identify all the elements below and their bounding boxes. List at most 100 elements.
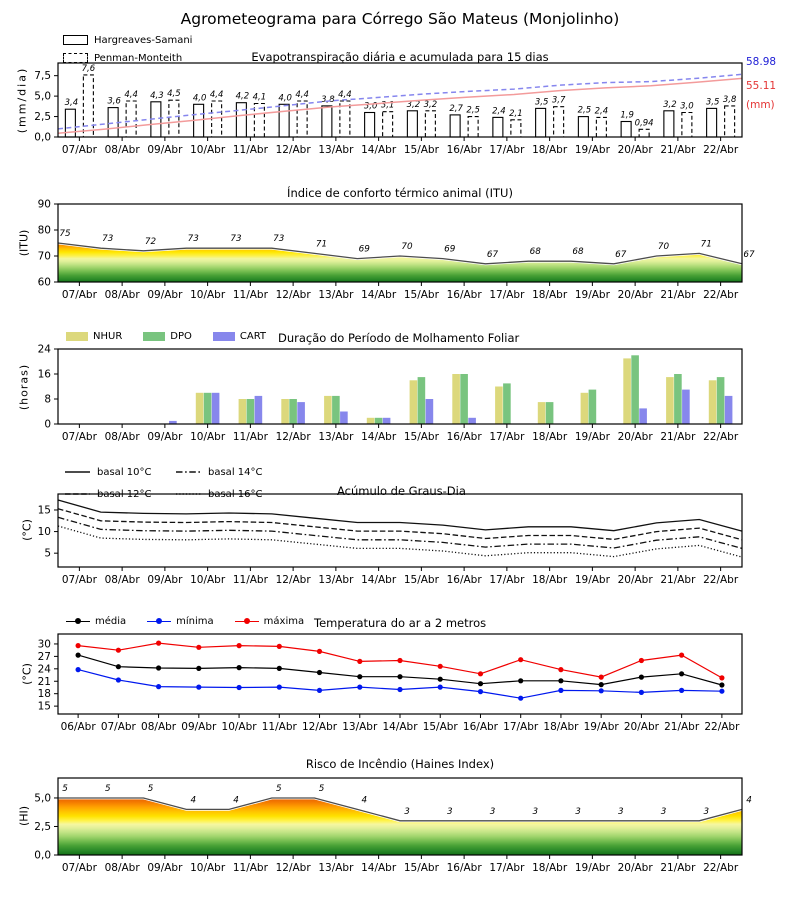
svg-text:3,0: 3,0 — [680, 101, 694, 111]
svg-text:11/Abr: 11/Abr — [233, 289, 269, 301]
accumulated-line — [57, 73, 743, 130]
svg-text:69: 69 — [359, 245, 371, 255]
svg-text:5: 5 — [276, 784, 282, 794]
svg-text:30: 30 — [38, 638, 51, 650]
svg-text:71: 71 — [701, 239, 712, 249]
svg-text:5: 5 — [319, 784, 325, 794]
evapotranspiration-chart: 3,4 3,64,3 4,0 4,2 4,0 3,83,0 3,2 2,7 2,43,52,5 1… — [34, 62, 743, 156]
svg-text:11/Abr: 11/Abr — [233, 862, 269, 874]
page-title: Agrometeograma para Córrego São Mateus (… — [180, 10, 620, 28]
legend-temperatura: média mínima máxima — [66, 616, 325, 627]
svg-text:4,4: 4,4 — [338, 90, 352, 100]
svg-text:3,8: 3,8 — [321, 95, 335, 105]
svg-text:11/Abr: 11/Abr — [262, 721, 298, 733]
legend-item-media: média — [66, 616, 126, 627]
nhur-swatch-icon — [66, 332, 88, 341]
svg-text:2,5: 2,5 — [34, 111, 51, 123]
svg-text:3: 3 — [532, 807, 538, 817]
svg-text:4,0: 4,0 — [193, 93, 207, 103]
legend-item-nhur: NHUR — [66, 331, 122, 342]
svg-text:5: 5 — [105, 784, 111, 794]
legend-label-cart: CART — [239, 331, 267, 342]
svg-text:19/Abr: 19/Abr — [575, 574, 611, 586]
svg-text:21/Abr: 21/Abr — [660, 144, 696, 156]
svg-text:08/Abr: 08/Abr — [105, 862, 141, 874]
svg-text:75: 75 — [59, 229, 71, 239]
svg-text:20/Abr: 20/Abr — [618, 144, 654, 156]
legend-label-media: média — [95, 616, 127, 627]
itu-chart: 75 73 72 73 73 73 71 69 70 69 67 68 68 67 70 71 67 60 70 80… — [38, 199, 755, 302]
svg-text:21/Abr: 21/Abr — [660, 574, 696, 586]
svg-text:08/Abr: 08/Abr — [105, 144, 141, 156]
svg-text:70: 70 — [401, 242, 413, 252]
svg-text:06/Abr: 06/Abr — [61, 721, 97, 733]
haines-axes: 0,0 2,5 5,0 07/Abr 08/Abr 09/Abr 10/Abr 11/Abr 1… — [34, 777, 743, 874]
svg-text:5: 5 — [44, 548, 51, 560]
itu-value-labels: 75 73 72 73 73 73 71 69 70 69 67 68 68 67 70 71 67 — [59, 229, 755, 260]
legend-label-hargreaves: Hargreaves-Samani — [94, 34, 193, 46]
svg-text:12/Abr: 12/Abr — [302, 721, 338, 733]
y-axis-label-graus-dia: (°C) — [20, 519, 34, 541]
panel-title-evapotranspiration: Evapotranspiração diária e acumulada par… — [251, 50, 549, 64]
svg-text:3: 3 — [661, 807, 667, 817]
svg-text:5,0: 5,0 — [34, 91, 51, 103]
legend-label-maxima: máxima — [263, 616, 305, 627]
svg-text:80: 80 — [38, 225, 51, 237]
svg-text:3,7: 3,7 — [552, 96, 566, 106]
svg-text:15: 15 — [38, 701, 51, 713]
svg-text:5,0: 5,0 — [34, 792, 51, 804]
y-axis-label-temperatura: (°C) — [20, 663, 34, 685]
svg-text:4,5: 4,5 — [167, 89, 181, 99]
svg-text:15/Abr: 15/Abr — [404, 431, 440, 443]
svg-text:13/Abr: 13/Abr — [342, 721, 378, 733]
legend-label-basal14: basal 14°C — [208, 466, 263, 478]
svg-text:4: 4 — [746, 795, 752, 805]
svg-text:68: 68 — [572, 247, 584, 257]
legend-item-maxima: máxima — [234, 616, 305, 627]
svg-text:14/Abr: 14/Abr — [361, 862, 397, 874]
svg-text:21/Abr: 21/Abr — [660, 862, 696, 874]
svg-text:18/Abr: 18/Abr — [543, 721, 579, 733]
svg-text:15/Abr: 15/Abr — [404, 289, 440, 301]
svg-text:18/Abr: 18/Abr — [532, 574, 568, 586]
svg-text:73: 73 — [188, 234, 200, 244]
svg-text:15/Abr: 15/Abr — [404, 144, 440, 156]
svg-text:16/Abr: 16/Abr — [447, 574, 483, 586]
svg-text:08/Abr: 08/Abr — [141, 721, 177, 733]
svg-text:1,9: 1,9 — [620, 110, 634, 120]
svg-text:4,3: 4,3 — [150, 91, 164, 101]
svg-text:20/Abr: 20/Abr — [618, 574, 654, 586]
y-axis-label-haines: (HI) — [17, 805, 31, 827]
legend-item-minima: mínima — [147, 616, 214, 627]
svg-text:12/Abr: 12/Abr — [276, 862, 312, 874]
svg-text:0: 0 — [44, 419, 51, 431]
svg-text:11/Abr: 11/Abr — [233, 144, 269, 156]
svg-text:15/Abr: 15/Abr — [404, 862, 440, 874]
svg-text:2,5: 2,5 — [466, 106, 480, 116]
svg-text:17/Abr: 17/Abr — [489, 144, 525, 156]
svg-text:4,4: 4,4 — [210, 90, 224, 100]
svg-text:27: 27 — [38, 651, 51, 663]
svg-text:16/Abr: 16/Abr — [447, 144, 483, 156]
svg-text:13/Abr: 13/Abr — [318, 862, 354, 874]
maxima-line-icon — [234, 618, 259, 625]
svg-text:73: 73 — [273, 234, 285, 244]
itu-area — [57, 241, 743, 282]
svg-text:10/Abr: 10/Abr — [190, 862, 226, 874]
svg-text:4: 4 — [361, 795, 367, 805]
svg-text:09/Abr: 09/Abr — [147, 431, 183, 443]
svg-text:2,5: 2,5 — [34, 821, 51, 833]
svg-text:20/Abr: 20/Abr — [618, 862, 654, 874]
series-máxima — [75, 640, 725, 681]
svg-text:3: 3 — [575, 807, 581, 817]
svg-text:07/Abr: 07/Abr — [101, 721, 137, 733]
panel-title-temperatura: Temperatura do ar a 2 metros — [314, 616, 487, 630]
bars-nhur — [195, 358, 717, 425]
svg-text:15: 15 — [38, 504, 51, 516]
minima-line-icon — [147, 618, 172, 625]
legend-molhamento: NHUR DPO CART — [66, 331, 287, 342]
svg-text:13/Abr: 13/Abr — [318, 431, 354, 443]
svg-text:19/Abr: 19/Abr — [575, 862, 611, 874]
y-axis-label-molhamento: (horas) — [17, 363, 31, 411]
